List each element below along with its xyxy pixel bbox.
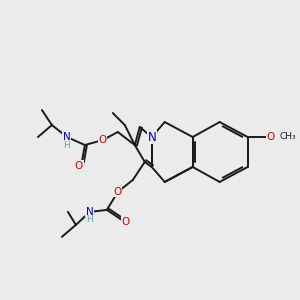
Text: O: O bbox=[114, 187, 122, 197]
Text: H: H bbox=[64, 140, 70, 149]
Text: O: O bbox=[99, 135, 107, 145]
Text: H: H bbox=[86, 215, 93, 224]
Text: CH₃: CH₃ bbox=[280, 131, 296, 140]
Text: O: O bbox=[75, 161, 83, 171]
Text: N: N bbox=[147, 130, 156, 143]
Text: O: O bbox=[266, 132, 275, 142]
Text: N: N bbox=[63, 132, 71, 142]
Text: N: N bbox=[86, 207, 94, 217]
Text: O: O bbox=[122, 217, 130, 227]
